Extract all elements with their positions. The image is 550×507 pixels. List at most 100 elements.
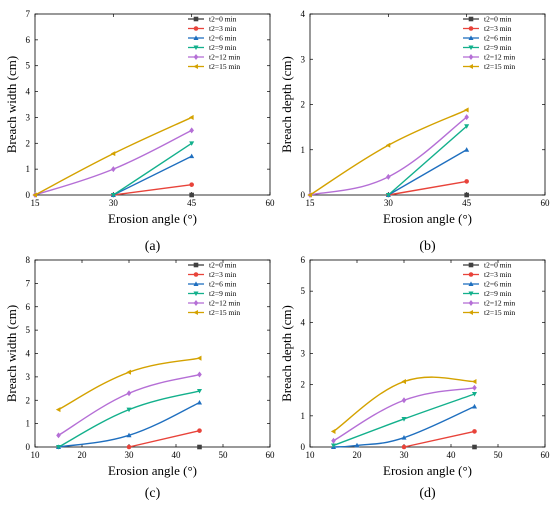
- legend-marker: [193, 54, 199, 60]
- x-tick-label: 20: [78, 450, 88, 460]
- series-line: [403, 430, 475, 448]
- plot-frame: [34, 13, 271, 196]
- y-tick-label: 6: [26, 35, 31, 45]
- y-tick-label: 2: [301, 380, 306, 390]
- y-tick-label: 3: [301, 54, 306, 64]
- data-point: [126, 432, 132, 438]
- legend-marker: [193, 272, 199, 277]
- series-0: [472, 444, 477, 450]
- legend-marker: [193, 291, 199, 297]
- y-tick-label: 6: [26, 302, 31, 312]
- series-line: [113, 155, 192, 196]
- data-point: [189, 192, 194, 198]
- data-point: [472, 444, 477, 450]
- data-point: [386, 173, 391, 180]
- legend-marker: [193, 300, 199, 306]
- data-point: [464, 192, 469, 198]
- x-tick-label: 45: [462, 198, 472, 208]
- data-point: [126, 444, 132, 450]
- legend-marker: [468, 54, 474, 60]
- legend-marker: [468, 35, 474, 40]
- y-tick-label: 4: [301, 317, 306, 327]
- y-tick-label: 0: [26, 190, 31, 200]
- x-tick-label: 30: [384, 198, 394, 208]
- y-tick-label: 5: [26, 61, 31, 71]
- data-point: [196, 399, 203, 405]
- series-1: [386, 179, 469, 198]
- series-line: [58, 373, 200, 436]
- series-line: [333, 405, 475, 448]
- legend-marker: [193, 63, 198, 70]
- x-tick-label: 60: [266, 198, 276, 208]
- legend-label: t2=0 min: [484, 261, 512, 270]
- chart-panel-c: 10 20 30 40 50 60 0 1 2 3 4 5 6 7 8 Erosion angle (°) Br…: [4, 255, 275, 501]
- data-point: [472, 429, 477, 434]
- series-2: [330, 403, 478, 449]
- legend-label: t2=12 min: [484, 299, 515, 308]
- data-point: [56, 432, 61, 439]
- series-line: [34, 116, 192, 196]
- series-line: [388, 180, 467, 196]
- series-5: [307, 107, 469, 198]
- panel-caption: (c): [145, 486, 161, 501]
- data-point: [331, 437, 336, 444]
- data-point: [189, 127, 194, 134]
- data-point: [189, 114, 194, 120]
- series-line: [58, 390, 200, 448]
- x-tick-label: 50: [219, 450, 229, 460]
- y-tick-label: 4: [26, 87, 31, 97]
- series-line: [128, 429, 200, 448]
- data-point: [32, 192, 37, 198]
- series-line: [113, 183, 192, 196]
- series-line: [309, 109, 467, 196]
- x-axis-label: Erosion angle (°): [383, 211, 472, 226]
- data-point: [385, 193, 391, 198]
- data-point: [126, 390, 132, 397]
- legend-marker: [468, 281, 474, 286]
- chart-panel-d: 10 20 30 40 50 60 0 1 2 3 4 5 6 Erosion angle (°) Brea…: [279, 255, 550, 501]
- legend-label: t2=3 min: [484, 24, 512, 33]
- x-tick-label: 50: [494, 450, 504, 460]
- x-tick-label: 10: [31, 450, 41, 460]
- y-tick-label: 2: [301, 100, 306, 110]
- x-tick-label: 40: [447, 450, 457, 460]
- legend-marker: [468, 262, 474, 268]
- y-tick-label: 3: [301, 349, 306, 359]
- x-axis-label: Erosion angle (°): [108, 211, 197, 226]
- legend-marker: [468, 300, 474, 306]
- legend-marker: [193, 16, 199, 22]
- x-tick-label: 15: [31, 198, 41, 208]
- x-tick-label: 60: [541, 450, 550, 460]
- series-4: [331, 384, 477, 444]
- x-tick-label: 20: [353, 450, 363, 460]
- legend-label: t2=15 min: [209, 308, 240, 317]
- legend-marker: [468, 63, 473, 70]
- y-tick-label: 5: [301, 286, 306, 296]
- y-tick-label: 6: [301, 255, 306, 265]
- y-tick-label: 2: [26, 138, 31, 148]
- series-line: [333, 376, 475, 432]
- legend-label: t2=9 min: [484, 289, 512, 298]
- legend-label: t2=9 min: [484, 43, 512, 52]
- panel-caption: (d): [419, 486, 436, 501]
- data-point: [189, 182, 194, 187]
- x-axis-label: Erosion angle (°): [108, 463, 197, 478]
- legend-label: t2=0 min: [209, 261, 237, 270]
- series-line: [34, 129, 192, 196]
- series-3: [110, 141, 195, 198]
- x-tick-label: 60: [541, 198, 550, 208]
- y-tick-label: 1: [26, 419, 31, 429]
- y-tick-label: 0: [26, 442, 31, 452]
- y-tick-label: 7: [26, 278, 31, 288]
- series-line: [112, 142, 193, 196]
- data-point: [110, 193, 116, 198]
- legend-marker: [468, 16, 474, 22]
- data-point: [196, 355, 202, 361]
- legend-marker: [468, 291, 474, 297]
- series-1: [126, 428, 202, 450]
- legend-label: t2=0 min: [209, 15, 237, 24]
